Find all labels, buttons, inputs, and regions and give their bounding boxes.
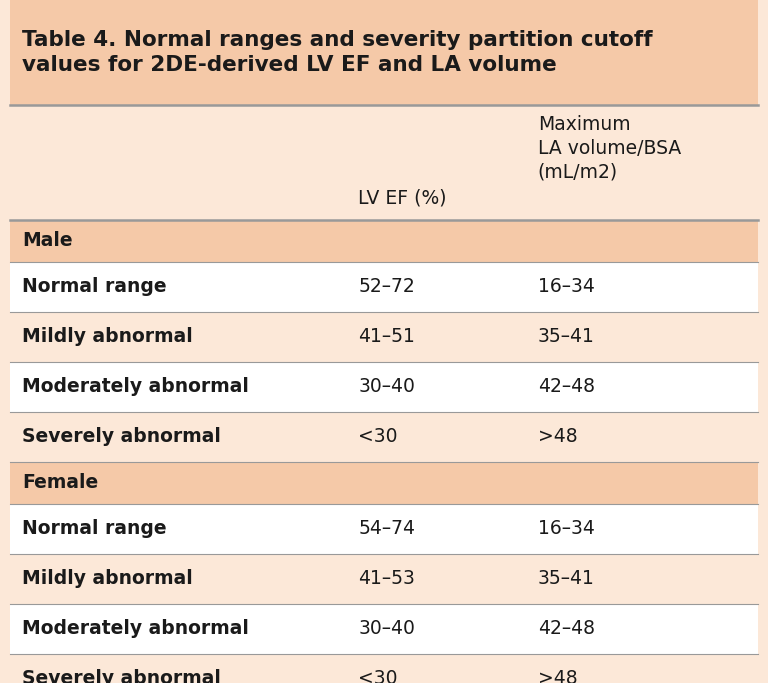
Text: Maximum
LA volume/BSA
(mL/m2): Maximum LA volume/BSA (mL/m2) [538, 115, 681, 181]
Bar [10, 412, 758, 462]
Bar [10, 462, 758, 504]
Text: Male: Male [22, 232, 73, 251]
Text: 35–41: 35–41 [538, 570, 594, 589]
Text: >48: >48 [538, 669, 578, 683]
Bar [10, 504, 758, 554]
Text: 16–34: 16–34 [538, 277, 594, 296]
Text: Severely abnormal: Severely abnormal [22, 669, 221, 683]
Text: 42–48: 42–48 [538, 378, 595, 397]
Bar [10, 654, 758, 683]
Text: Mildly abnormal: Mildly abnormal [22, 328, 193, 346]
Bar [10, 604, 758, 654]
Bar [10, 312, 758, 362]
Text: Severely abnormal: Severely abnormal [22, 428, 221, 447]
Text: Normal range: Normal range [22, 520, 167, 538]
Text: LV EF (%): LV EF (%) [359, 189, 447, 208]
Text: >48: >48 [538, 428, 578, 447]
Text: 30–40: 30–40 [359, 378, 415, 397]
Text: Mildly abnormal: Mildly abnormal [22, 570, 193, 589]
Text: Moderately abnormal: Moderately abnormal [22, 619, 249, 639]
Text: 41–51: 41–51 [359, 328, 415, 346]
Text: Normal range: Normal range [22, 277, 167, 296]
Text: 42–48: 42–48 [538, 619, 595, 639]
Text: 30–40: 30–40 [359, 619, 415, 639]
Text: 54–74: 54–74 [359, 520, 415, 538]
Text: <30: <30 [359, 669, 398, 683]
Bar [10, 0, 758, 105]
Text: Moderately abnormal: Moderately abnormal [22, 378, 249, 397]
Text: 52–72: 52–72 [359, 277, 415, 296]
Bar [10, 220, 758, 262]
Bar [10, 554, 758, 604]
Text: 35–41: 35–41 [538, 328, 594, 346]
Text: 16–34: 16–34 [538, 520, 594, 538]
Text: Table 4. Normal ranges and severity partition cutoff
values for 2DE-derived LV E: Table 4. Normal ranges and severity part… [22, 29, 653, 75]
Text: Female: Female [22, 473, 98, 492]
Text: 41–53: 41–53 [359, 570, 415, 589]
Text: <30: <30 [359, 428, 398, 447]
Bar [10, 105, 758, 220]
Bar [10, 262, 758, 312]
Bar [10, 362, 758, 412]
